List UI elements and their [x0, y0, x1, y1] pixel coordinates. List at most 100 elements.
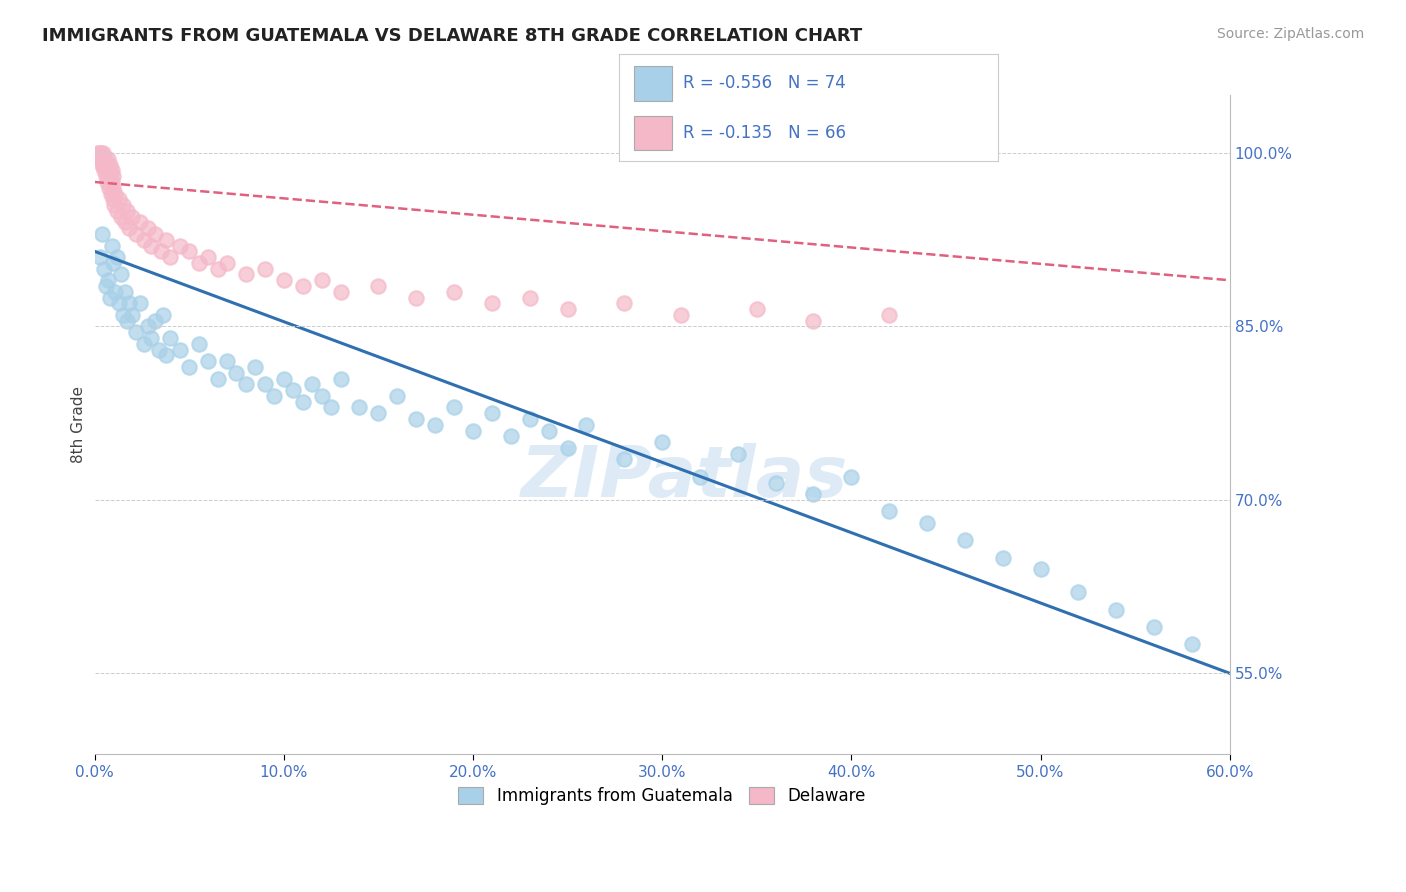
Point: [301, 377, 323, 392]
Point: [143, 227, 166, 241]
Point: [1105, 603, 1128, 617]
Point: [108, 192, 131, 206]
Point: [96, 175, 118, 189]
Point: [91, 158, 114, 172]
Point: [111, 308, 134, 322]
Point: [117, 221, 139, 235]
Point: [283, 383, 305, 397]
Point: [519, 412, 541, 426]
Point: [90, 146, 112, 161]
Point: [103, 198, 125, 212]
Point: [121, 308, 143, 322]
Point: [765, 475, 787, 490]
Point: [94, 169, 117, 184]
Point: [89, 152, 111, 166]
Point: [481, 406, 503, 420]
Point: [877, 504, 900, 518]
Point: [93, 158, 115, 172]
Point: [689, 469, 711, 483]
Point: [97, 180, 120, 194]
Point: [110, 210, 132, 224]
Point: [104, 186, 127, 201]
Point: [235, 377, 257, 392]
Point: [159, 250, 181, 264]
Point: [143, 314, 166, 328]
Point: [115, 314, 138, 328]
Point: [207, 371, 229, 385]
Point: [103, 256, 125, 270]
Point: [103, 169, 125, 184]
Point: [367, 406, 389, 420]
Point: [91, 227, 114, 241]
Point: [187, 336, 209, 351]
Point: [98, 291, 121, 305]
Point: [93, 261, 115, 276]
Point: [87, 146, 110, 161]
Point: [91, 146, 114, 161]
Point: [89, 250, 111, 264]
Point: [727, 447, 749, 461]
Point: [443, 285, 465, 299]
Point: [329, 285, 352, 299]
Point: [841, 469, 863, 483]
Point: [125, 227, 148, 241]
Point: [89, 146, 111, 161]
Point: [100, 175, 122, 189]
Text: Source: ZipAtlas.com: Source: ZipAtlas.com: [1216, 27, 1364, 41]
Point: [97, 273, 120, 287]
Point: [129, 215, 152, 229]
Point: [136, 221, 159, 235]
Point: [1067, 585, 1090, 599]
Text: R = -0.135   N = 66: R = -0.135 N = 66: [683, 124, 846, 142]
Point: [159, 331, 181, 345]
Point: [1029, 562, 1052, 576]
Point: [149, 244, 172, 259]
Point: [405, 412, 427, 426]
Point: [103, 180, 125, 194]
Point: [349, 401, 371, 415]
Point: [100, 163, 122, 178]
FancyBboxPatch shape: [634, 116, 672, 150]
Point: [97, 152, 120, 166]
Point: [100, 186, 122, 201]
Point: [253, 261, 276, 276]
Point: [104, 285, 127, 299]
Y-axis label: 8th Grade: 8th Grade: [72, 386, 86, 463]
Point: [1143, 620, 1166, 634]
Point: [169, 343, 191, 357]
Point: [197, 250, 219, 264]
Point: [367, 279, 389, 293]
Text: R = -0.556   N = 74: R = -0.556 N = 74: [683, 75, 846, 93]
Point: [94, 158, 117, 172]
Point: [651, 435, 673, 450]
Point: [207, 261, 229, 276]
Point: [105, 203, 128, 218]
Point: [179, 359, 201, 374]
Point: [877, 308, 900, 322]
Point: [94, 279, 117, 293]
Point: [387, 389, 409, 403]
Point: [319, 401, 342, 415]
Point: [169, 238, 191, 252]
Point: [991, 550, 1014, 565]
Point: [100, 238, 122, 252]
Point: [97, 163, 120, 178]
Point: [101, 192, 124, 206]
Point: [132, 336, 155, 351]
Point: [915, 516, 938, 530]
Point: [111, 198, 134, 212]
Point: [311, 389, 333, 403]
Point: [117, 296, 139, 310]
Point: [613, 452, 636, 467]
Point: [91, 152, 114, 166]
Point: [803, 487, 825, 501]
Legend: Immigrants from Guatemala, Delaware: Immigrants from Guatemala, Delaware: [451, 780, 873, 812]
Point: [253, 377, 276, 392]
Point: [93, 163, 115, 178]
Point: [613, 296, 636, 310]
Point: [114, 285, 136, 299]
FancyBboxPatch shape: [634, 66, 672, 101]
Point: [245, 359, 267, 374]
Point: [129, 296, 152, 310]
Point: [197, 354, 219, 368]
